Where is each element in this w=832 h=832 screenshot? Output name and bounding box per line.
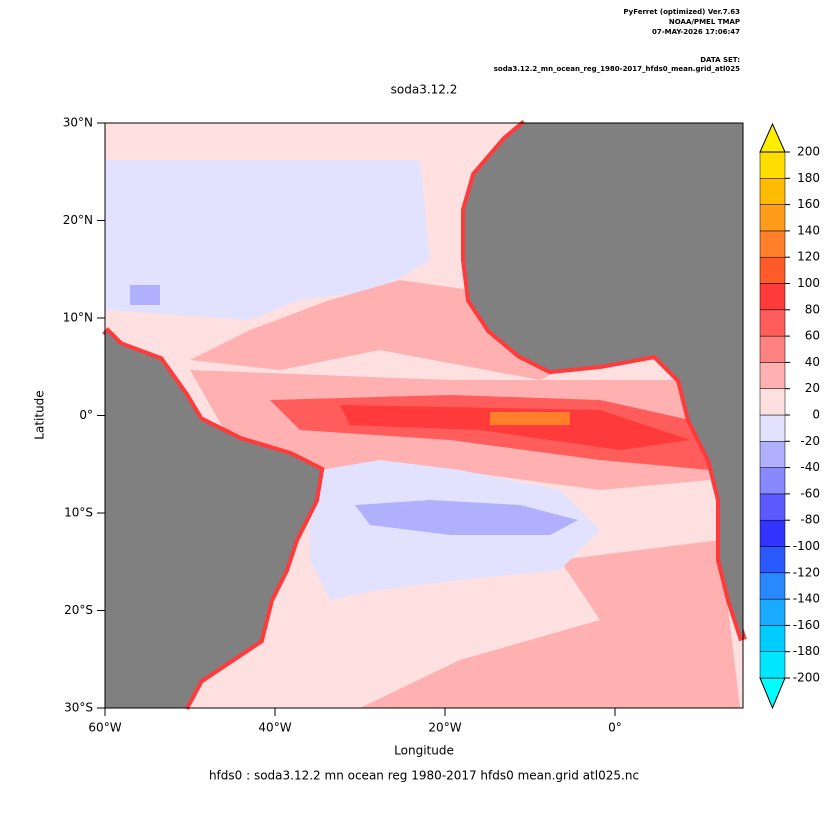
field-region [360, 540, 740, 708]
chart-title: soda3.12.2 [391, 83, 458, 97]
colorbar-label: -140 [793, 592, 820, 606]
colorbar-extension [759, 677, 786, 710]
colorbar-label: 60 [805, 329, 820, 343]
y-tick-label: 30°N [63, 116, 93, 130]
land [465, 123, 743, 640]
y-axis-label: Latitude [33, 390, 47, 439]
map-field [102, 119, 747, 710]
colorbar-label: -200 [793, 671, 820, 685]
colorbar-swatch [759, 519, 786, 547]
x-tick-label: 40°W [258, 721, 291, 735]
colorbar-swatch [759, 493, 786, 521]
colorbar-swatch [759, 151, 786, 179]
colorbar-swatch [759, 362, 786, 389]
colorbar-swatch [759, 178, 786, 205]
colorbar-label: -80 [800, 513, 820, 527]
colorbar-swatch [759, 546, 786, 574]
colorbar-label: 40 [805, 355, 820, 369]
colorbar-label: -20 [800, 434, 820, 448]
land [105, 330, 320, 708]
colorbar-label: -40 [800, 460, 820, 474]
colorbar-label: -100 [793, 539, 820, 553]
x-axis-label: Longitude [394, 744, 454, 758]
y-tick-label: 30°S [64, 701, 93, 715]
colorbar-swatch [759, 388, 786, 416]
x-tick-label: 60°W [88, 721, 121, 735]
colorbar-swatch [759, 625, 786, 652]
field-region [490, 412, 570, 425]
colorbar-label: 20 [805, 381, 820, 395]
dataset-label: DATA SET: [700, 56, 740, 64]
y-tick-label: 20°S [64, 603, 93, 617]
header-line: NOAA/PMEL TMAP [669, 18, 740, 26]
y-tick-label: 10°N [63, 311, 93, 325]
colorbar-label: -120 [793, 565, 820, 579]
colorbar-label: 0 [812, 408, 820, 422]
y-tick-label: 10°S [64, 506, 93, 520]
colorbar-swatch [759, 283, 786, 311]
colorbar-label: 100 [797, 276, 820, 290]
dataset-name: soda3.12.2_mn_ocean_reg_1980-2017_hfds0_… [494, 65, 740, 73]
y-tick-label: 20°N [63, 213, 93, 227]
colorbar-swatch [759, 414, 786, 442]
colorbar-swatch [759, 230, 786, 258]
colorbar-swatch [759, 204, 786, 232]
colorbar-label: 140 [797, 223, 820, 237]
x-tick-label: 20°W [428, 721, 461, 735]
colorbar-swatch [759, 467, 786, 495]
colorbar-label: 200 [797, 145, 820, 159]
x-tick-label: 0° [608, 721, 622, 735]
colorbar-swatch [759, 256, 786, 284]
colorbar-label: -180 [793, 644, 820, 658]
field-region [190, 280, 560, 380]
header-line: 07-MAY-2026 17:06:47 [652, 28, 740, 36]
colorbar-label: -160 [793, 618, 820, 632]
colorbar-swatch [759, 309, 786, 337]
footer: hfds0 : soda3.12.2 mn ocean reg 1980-201… [209, 769, 639, 783]
field-region [130, 285, 160, 305]
field-region [340, 405, 690, 450]
header-line: PyFerret (optimized) Ver.7.63 [623, 8, 740, 16]
colorbar-label: 120 [797, 250, 820, 264]
colorbar-swatch [759, 335, 786, 363]
y-tick-label: 0° [79, 408, 93, 422]
colorbar-swatch [759, 651, 786, 679]
colorbar-label: -60 [800, 486, 820, 500]
field-region [355, 500, 578, 535]
colorbar-swatch [759, 441, 786, 468]
field-region [105, 160, 430, 320]
colorbar-swatch [759, 572, 786, 600]
colorbar-label: 180 [797, 171, 820, 185]
colorbar-label: 160 [797, 197, 820, 211]
colorbar-swatch [759, 598, 786, 626]
colorbar-extension [759, 122, 786, 153]
colorbar-label: 80 [805, 302, 820, 316]
